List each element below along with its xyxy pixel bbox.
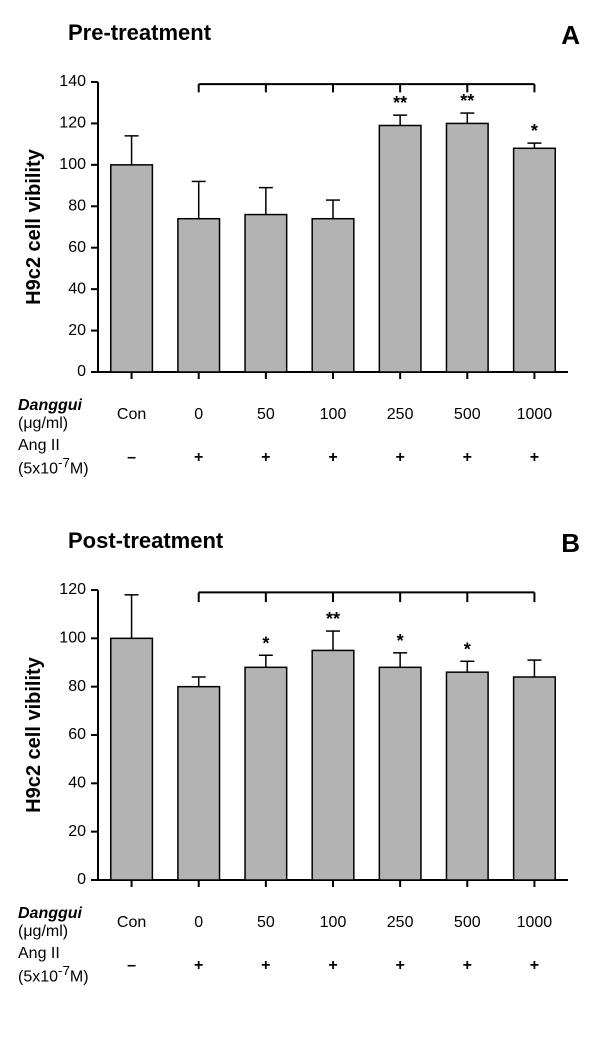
bar [379,126,421,373]
bar [178,687,220,880]
ytick-label: 120 [59,115,86,132]
x-category-label: 500 [434,406,501,424]
significance-label: * [397,631,404,651]
angii-label: + [501,957,568,975]
x-category-label: 0 [165,406,232,424]
panel-title: Post-treatment [68,528,582,554]
ytick-label: 40 [68,775,86,792]
x-category-label: 1000 [501,406,568,424]
angii-label: + [165,449,232,467]
bar [514,148,556,372]
angii-label: + [434,957,501,975]
angii-label: + [501,449,568,467]
ytick-label: 80 [68,678,86,695]
x-axis-labels-block: Danggui (μg/ml) Con0501002505001000 Ang … [18,905,578,986]
bar [446,123,488,372]
ytick-label: 60 [68,239,86,256]
bar [111,639,153,881]
ytick-label: 20 [68,823,86,840]
angii-label: – [98,957,165,975]
y-axis-label: H9c2 cell vibility [23,657,45,814]
significance-label: * [262,634,269,654]
angii-label: + [232,449,299,467]
ytick-label: 60 [68,727,86,744]
ytick-label: 80 [68,198,86,215]
panel-panelB: B Post-treatment 0 20 40 60 80 100 120 H9c2 cel… [18,528,582,986]
ytick-label: 140 [59,73,86,90]
bar [312,651,354,881]
x-category-label: 0 [165,914,232,932]
panel-letter: A [561,20,580,51]
angii-row-label: Ang II (5x10-7M) [18,437,105,478]
bar [312,219,354,372]
significance-label: * [464,640,471,660]
ytick-label: 0 [77,363,86,380]
bar [178,219,220,372]
angii-label: + [434,449,501,467]
danggui-row-label: Danggui (μg/ml) [18,905,105,941]
x-category-label: 100 [299,406,366,424]
angii-label: – [98,449,165,467]
x-axis-labels-block: Danggui (μg/ml) Con0501002505001000 Ang … [18,397,578,478]
x-category-label: 50 [232,406,299,424]
angii-label: + [367,449,434,467]
angii-label: + [299,449,366,467]
panel-letter: B [561,528,580,559]
ytick-label: 0 [77,872,86,889]
x-category-label: Con [98,914,165,932]
ytick-label: 20 [68,322,86,339]
angii-row-label: Ang II (5x10-7M) [18,945,105,986]
bar [446,672,488,880]
x-category-label: 500 [434,914,501,932]
chart-panelB: 020406080100120H9c2 cell vibility***** [18,560,578,890]
ytick-label: 100 [59,630,86,647]
x-category-label: 1000 [501,914,568,932]
ytick-label: 120 [59,582,86,599]
angii-label: + [367,957,434,975]
panel-title: Pre-treatment [68,20,582,46]
bar [245,215,287,372]
bar [111,165,153,372]
angii-label: + [165,957,232,975]
significance-label: ** [393,93,407,113]
ytick-label: 40 [68,280,86,297]
danggui-row-label: Danggui (μg/ml) [18,397,105,433]
chart-panelA: 020406080100120140H9c2 cell vibility****… [18,52,578,382]
x-category-label: Con [98,406,165,424]
bar [379,668,421,881]
angii-label: + [299,957,366,975]
significance-label: * [531,121,538,141]
x-category-label: 250 [367,406,434,424]
y-axis-label: H9c2 cell vibility [23,148,45,305]
bar [514,677,556,880]
x-category-label: 250 [367,914,434,932]
angii-label: + [232,957,299,975]
ytick-label: 100 [59,156,86,173]
significance-label: ** [326,609,340,629]
panel-panelA: A Pre-treatment 0 20 40 60 80 100 120 140 H9c2 c… [18,20,582,478]
significance-label: ** [460,91,474,111]
x-category-label: 100 [299,914,366,932]
bar [245,668,287,881]
x-category-label: 50 [232,914,299,932]
